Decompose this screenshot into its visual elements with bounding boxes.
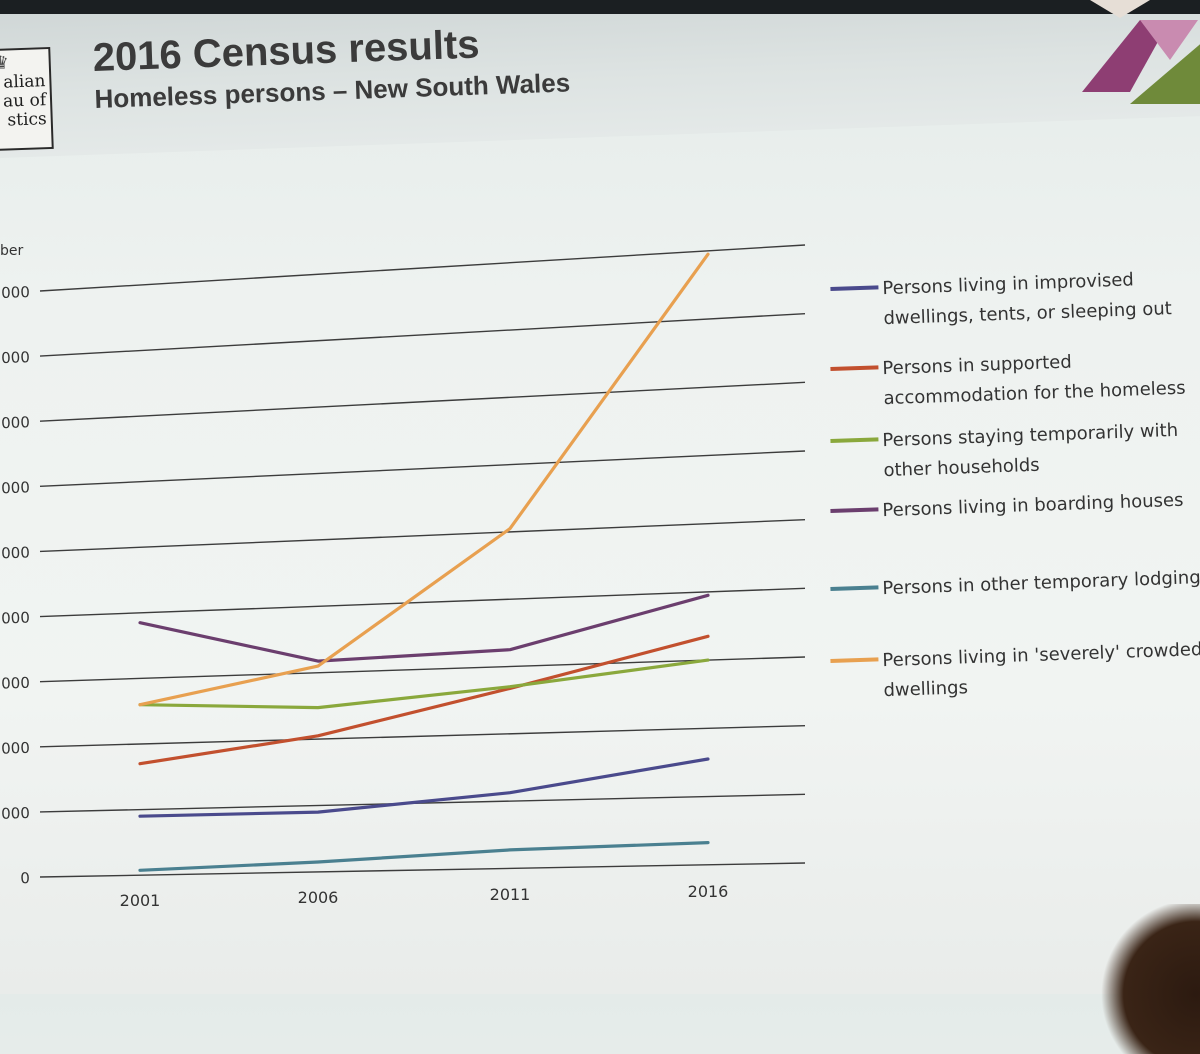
y-tick-label-9: 000 xyxy=(1,283,30,302)
series-line-1 xyxy=(138,634,710,766)
legend-label-1: Persons in supported accommodation for t… xyxy=(882,351,1186,410)
gridline-2 xyxy=(39,724,806,748)
series-line-2 xyxy=(138,658,710,710)
legend-label-5: Persons living in 'severely' crowded dwe… xyxy=(882,639,1200,702)
series-line-0 xyxy=(138,757,710,818)
gridline-3 xyxy=(39,656,806,683)
y-axis-label: ber xyxy=(0,243,24,259)
y-tick-label-7: 000 xyxy=(1,413,30,432)
gridline-7 xyxy=(39,381,806,422)
y-tick-label-1: 000 xyxy=(1,804,30,823)
gridline-9 xyxy=(39,244,806,292)
series-line-3 xyxy=(138,593,710,663)
top-shadow xyxy=(0,0,1200,14)
gridline-8 xyxy=(39,312,806,357)
x-tick-label-2016: 2016 xyxy=(688,882,729,901)
y-tick-label-4: 000 xyxy=(1,609,30,628)
legend-label-0: Persons living in improvised dwellings, … xyxy=(882,269,1173,330)
gridline-6 xyxy=(39,450,806,488)
gridline-5 xyxy=(39,518,806,553)
y-tick-label-0: 0 xyxy=(20,869,30,887)
gridline-4 xyxy=(39,587,806,618)
series-line-4 xyxy=(138,840,710,872)
x-tick-label-2001: 2001 xyxy=(120,891,161,910)
gridline-0 xyxy=(39,862,806,878)
x-tick-label-2006: 2006 xyxy=(298,888,339,907)
series-line-5 xyxy=(138,252,710,707)
y-tick-label-3: 000 xyxy=(1,674,30,693)
y-tick-label-8: 000 xyxy=(1,348,30,367)
legend-label-2: Persons staying temporarily with other h… xyxy=(882,419,1179,482)
corner-decoration xyxy=(1082,0,1200,104)
foreground-hand xyxy=(1100,904,1200,1054)
y-tick-label-5: 000 xyxy=(1,543,30,562)
y-tick-label-2: 000 xyxy=(1,739,30,758)
y-tick-label-6: 000 xyxy=(1,478,30,497)
x-tick-label-2011: 2011 xyxy=(490,885,531,904)
